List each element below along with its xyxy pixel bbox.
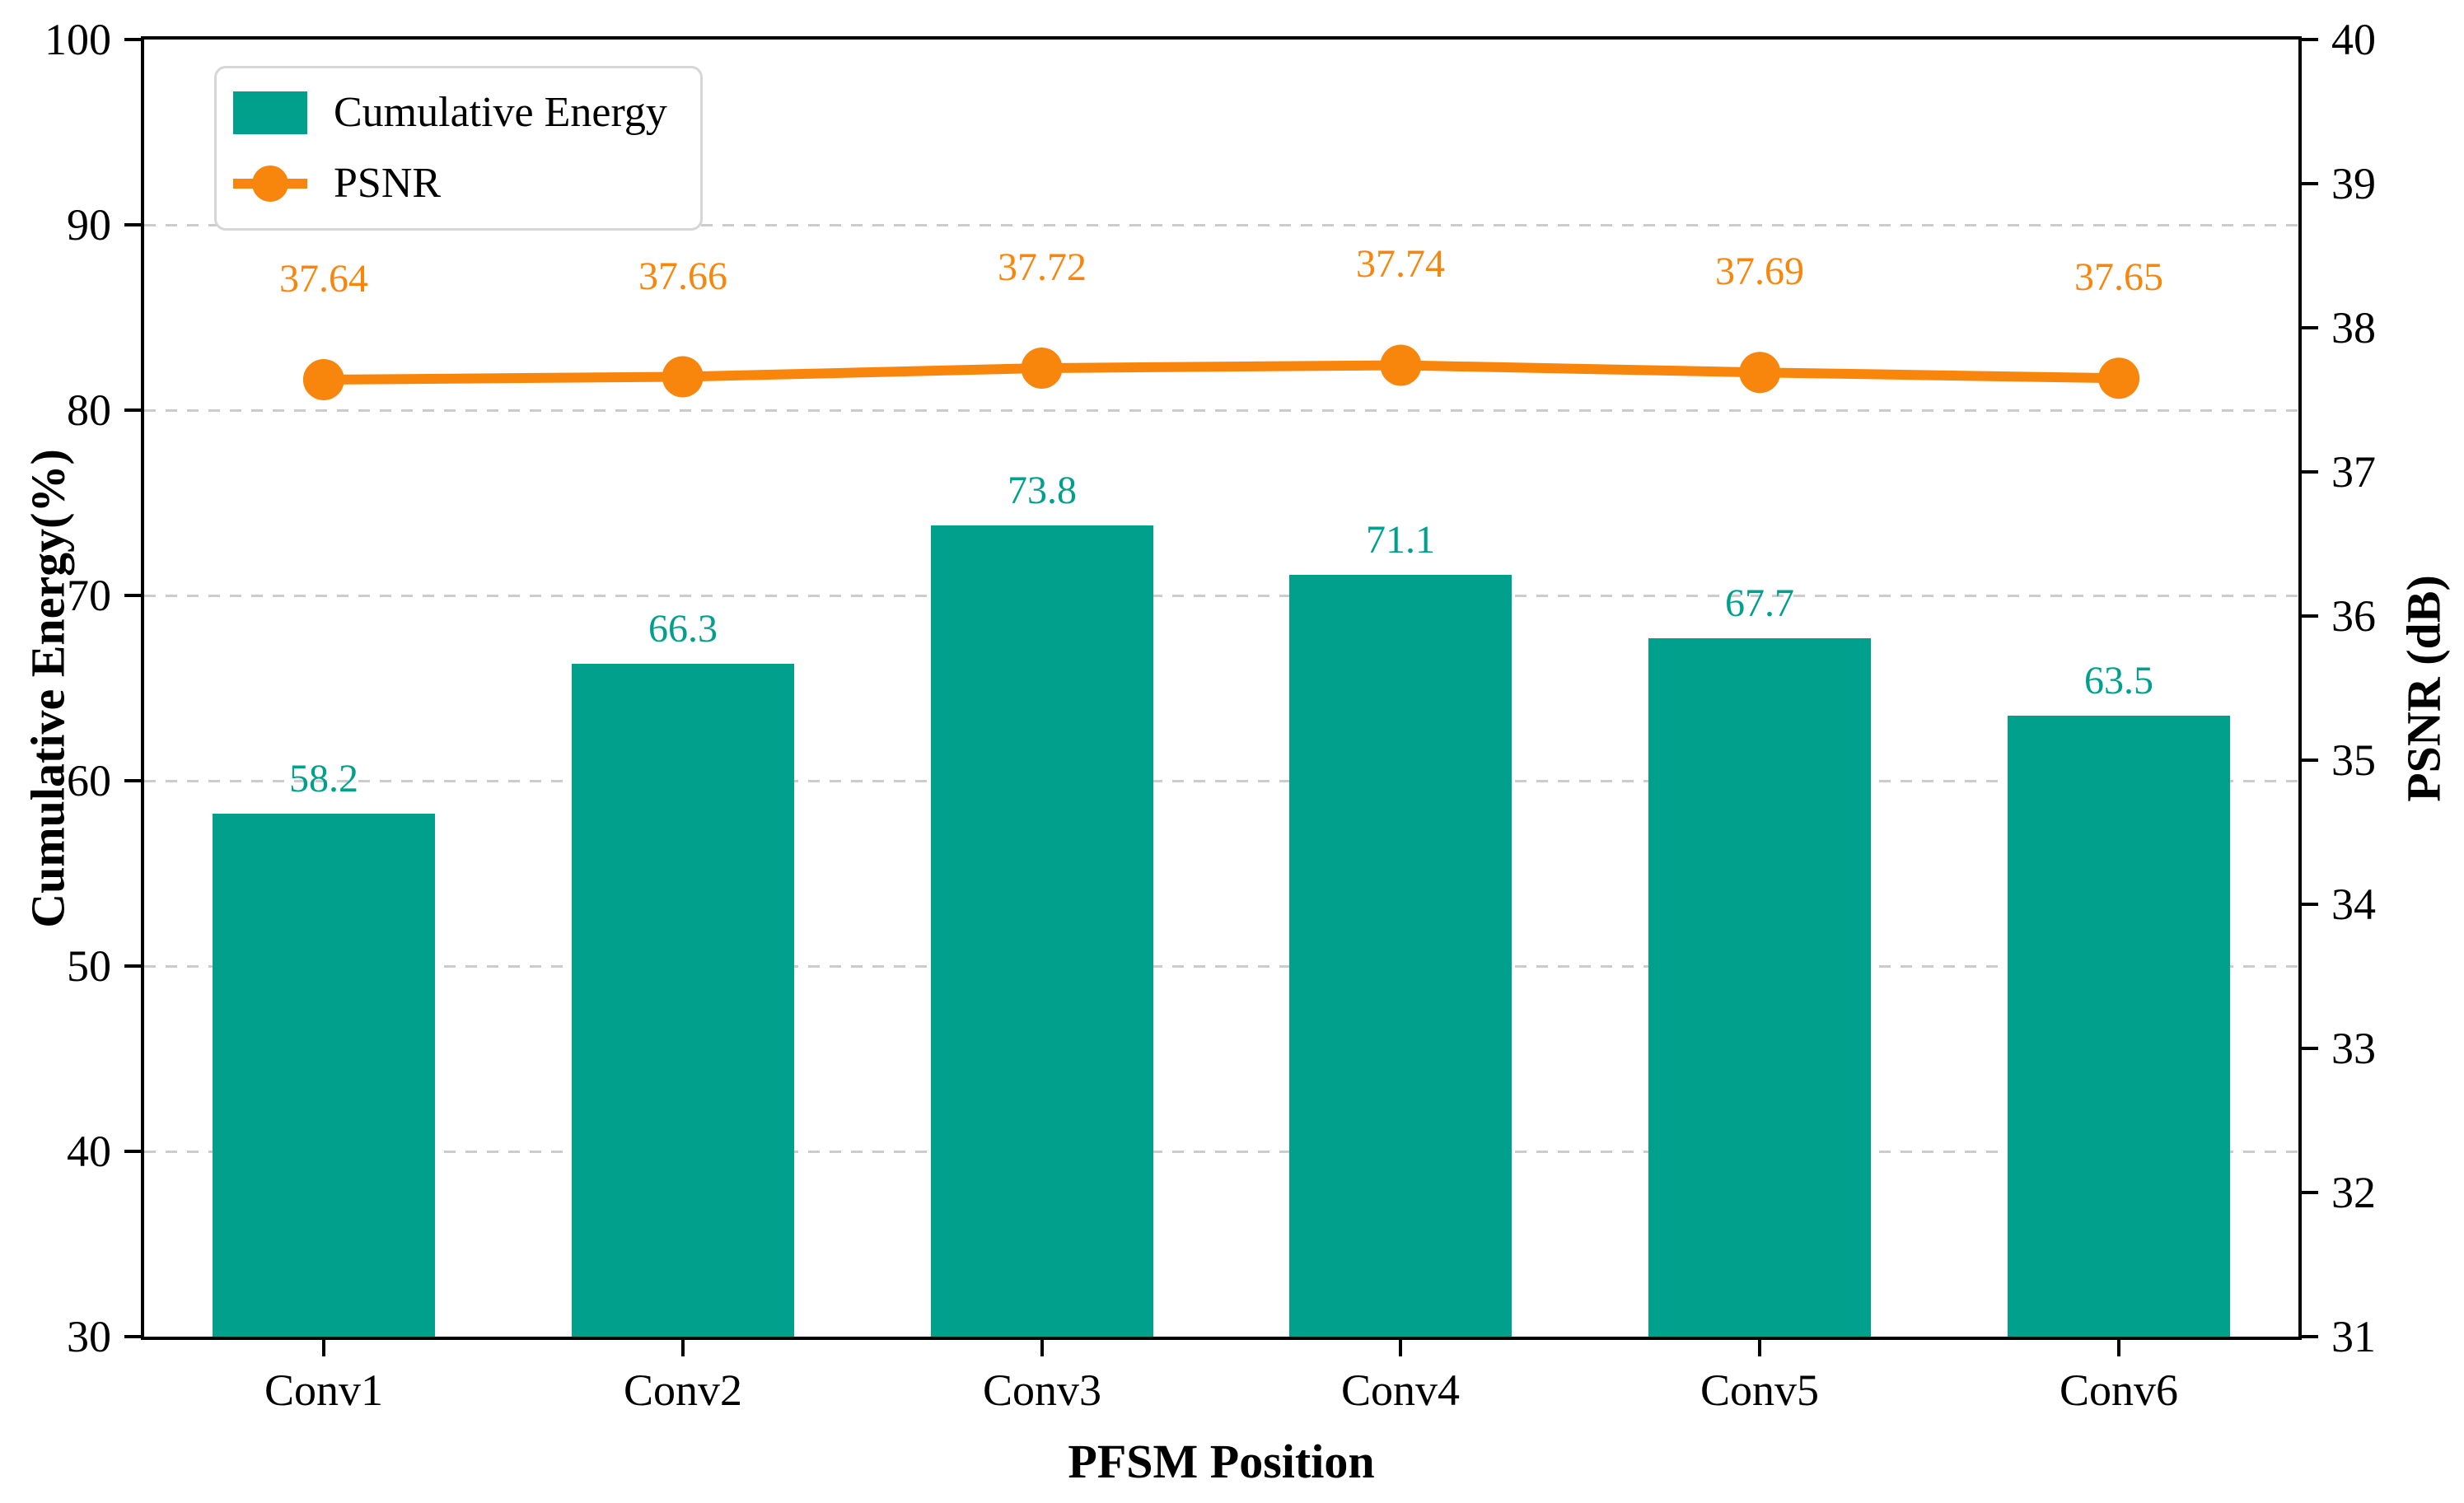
y-tick-label-left: 90	[67, 200, 111, 250]
x-tick-mark	[1040, 1337, 1044, 1356]
psnr-point	[1739, 352, 1781, 394]
gridline	[144, 409, 2298, 412]
left-tick-mark	[124, 1150, 144, 1153]
right-axis-title: PSNR (dB)	[2396, 574, 2451, 802]
right-tick-mark	[2298, 1191, 2318, 1194]
y-tick-label-left: 70	[67, 571, 111, 620]
right-tick-mark	[2298, 182, 2318, 185]
legend-label-psnr: PSNR	[334, 160, 442, 207]
y-tick-label-left: 40	[67, 1127, 111, 1176]
bar	[572, 664, 794, 1337]
psnr-point	[1380, 344, 1422, 386]
psnr-value-label: 37.74	[1356, 242, 1445, 286]
x-tick-mark	[2117, 1337, 2120, 1356]
y-tick-label-left: 80	[67, 385, 111, 435]
legend: Cumulative Energy PSNR	[214, 66, 703, 231]
y-tick-label-right: 38	[2331, 303, 2376, 352]
y-tick-label-left: 30	[67, 1312, 111, 1361]
y-tick-label-right: 39	[2331, 159, 2376, 208]
y-tick-label-left: 100	[44, 15, 111, 64]
right-tick-mark	[2298, 1335, 2318, 1338]
y-tick-label-right: 36	[2331, 591, 2376, 641]
y-tick-label-right: 37	[2331, 447, 2376, 497]
psnr-point	[302, 359, 344, 400]
x-tick-mark	[1758, 1337, 1761, 1356]
left-tick-mark	[124, 223, 144, 226]
y-tick-label-right: 32	[2331, 1168, 2376, 1217]
left-tick-mark	[124, 408, 144, 412]
psnr-point	[662, 356, 704, 398]
right-tick-mark	[2298, 614, 2318, 618]
y-tick-label-right: 35	[2331, 735, 2376, 785]
psnr-value-label: 37.72	[998, 245, 1087, 289]
right-tick-mark	[2298, 326, 2318, 329]
left-tick-mark	[124, 594, 144, 597]
x-tick-mark	[1399, 1337, 1402, 1356]
legend-entry-psnr: PSNR	[233, 161, 667, 207]
psnr-value-label: 37.65	[2074, 255, 2163, 299]
psnr-value-label: 37.64	[279, 257, 368, 301]
x-tick-label: Conv3	[982, 1365, 1102, 1415]
bar	[931, 525, 1153, 1337]
gridline	[144, 965, 2298, 968]
psnr-point	[1021, 348, 1063, 389]
gridline	[144, 224, 2298, 226]
bar-value-label: 63.5	[2084, 659, 2153, 702]
psnr-value-label: 37.69	[1715, 250, 1804, 293]
right-tick-mark	[2298, 1047, 2318, 1050]
gridline	[144, 1151, 2298, 1153]
left-tick-mark	[124, 38, 144, 41]
bar	[1289, 575, 1512, 1337]
legend-label-cumulative-energy: Cumulative Energy	[334, 89, 667, 136]
x-tick-label: Conv4	[1340, 1365, 1461, 1415]
legend-entry-cumulative-energy: Cumulative Energy	[233, 90, 667, 136]
line-marker-icon	[233, 162, 307, 205]
psnr-value-label: 37.66	[638, 254, 727, 298]
bar-value-label: 71.1	[1366, 518, 1435, 562]
left-tick-mark	[124, 964, 144, 968]
x-tick-label: Conv6	[2059, 1365, 2179, 1415]
psnr-point	[2098, 357, 2140, 399]
bar-swatch-icon	[233, 91, 307, 134]
y-tick-label-left: 60	[67, 756, 111, 805]
bar-value-label: 66.3	[648, 607, 718, 651]
right-tick-mark	[2298, 38, 2318, 41]
right-tick-mark	[2298, 470, 2318, 474]
x-tick-mark	[681, 1337, 685, 1356]
y-tick-label-right: 33	[2331, 1024, 2376, 1073]
y-tick-label-left: 50	[67, 941, 111, 991]
x-tick-label: Conv2	[623, 1365, 743, 1415]
y-tick-label-right: 40	[2331, 15, 2376, 64]
bar-value-label: 67.7	[1725, 581, 1794, 625]
right-tick-mark	[2298, 903, 2318, 906]
x-tick-label: Conv1	[264, 1365, 384, 1415]
right-tick-mark	[2298, 759, 2318, 762]
bar-value-label: 73.8	[1008, 469, 1077, 512]
y-tick-label-right: 31	[2331, 1312, 2376, 1361]
left-axis-title: Cumulative Energy(%)	[21, 448, 75, 928]
left-tick-mark	[124, 1335, 144, 1338]
left-tick-mark	[124, 779, 144, 782]
x-tick-mark	[322, 1337, 325, 1356]
gridline	[144, 780, 2298, 782]
gridline	[144, 595, 2298, 597]
bar-value-label: 58.2	[289, 757, 358, 801]
x-tick-label: Conv5	[1700, 1365, 1820, 1415]
x-axis-title: PFSM Position	[1068, 1435, 1375, 1488]
bar	[213, 814, 435, 1337]
bar	[2008, 716, 2230, 1337]
plot-area	[141, 36, 2302, 1340]
bar	[1648, 638, 1871, 1337]
y-tick-label-right: 34	[2331, 880, 2376, 929]
